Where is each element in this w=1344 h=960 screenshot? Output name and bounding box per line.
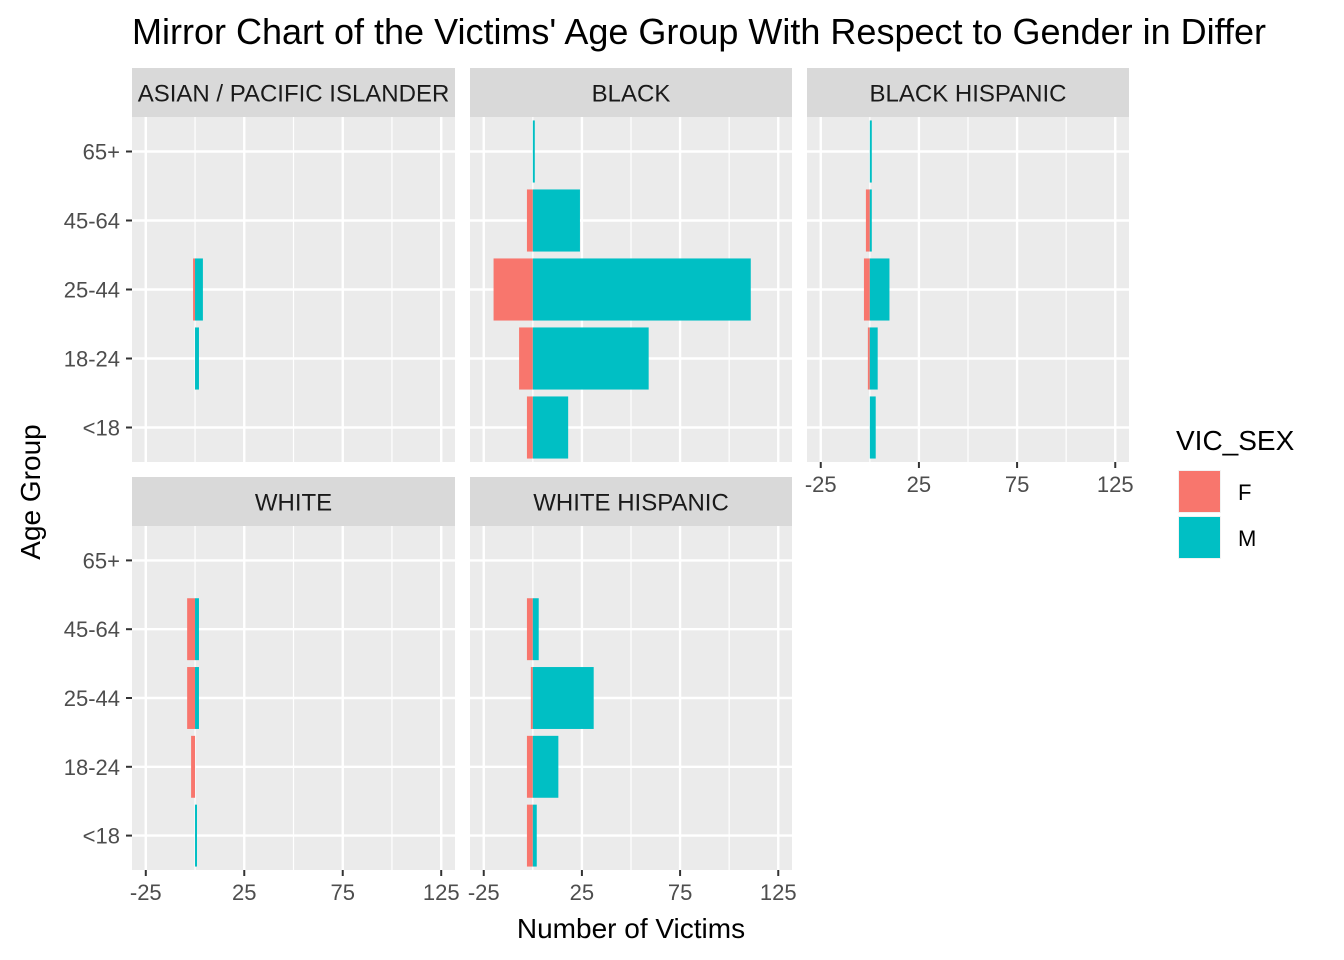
y-tick-label: 45-64 bbox=[64, 617, 120, 642]
bar-m bbox=[532, 396, 569, 459]
bar-m bbox=[195, 598, 199, 661]
x-tick-label: 75 bbox=[1005, 472, 1029, 497]
bar-f bbox=[863, 258, 870, 321]
bar-f bbox=[519, 327, 533, 390]
facet-panel: BLACK HISPANIC -25 25 75 125 bbox=[805, 68, 1134, 497]
bar-f bbox=[526, 189, 533, 252]
bar-f bbox=[526, 804, 533, 867]
legend-label: F bbox=[1238, 480, 1251, 505]
facet-panel: ASIAN / PACIFIC ISLANDER <18 18-24 25-44 45-… bbox=[64, 68, 455, 462]
bar-m bbox=[195, 804, 197, 867]
bar-m bbox=[195, 667, 199, 729]
x-tick-label: 75 bbox=[330, 880, 354, 905]
legend-label: M bbox=[1238, 526, 1256, 551]
x-tick-label: -25 bbox=[805, 472, 837, 497]
x-tick-label: -25 bbox=[468, 880, 500, 905]
bar-m bbox=[532, 735, 559, 798]
facet-panels: ASIAN / PACIFIC ISLANDER <18 18-24 25-44 45-… bbox=[64, 68, 1134, 905]
y-tick-label: 18-24 bbox=[64, 347, 120, 372]
bar-m bbox=[869, 258, 890, 321]
bar-m bbox=[869, 120, 872, 183]
y-tick-label: 65+ bbox=[83, 140, 120, 165]
chart-title: Mirror Chart of the Victims' Age Group W… bbox=[132, 11, 1266, 52]
bar-m bbox=[869, 189, 872, 252]
x-tick-label: 25 bbox=[570, 880, 594, 905]
bar-m bbox=[532, 258, 751, 321]
bar-m bbox=[532, 327, 649, 390]
x-tick-label: 25 bbox=[232, 880, 256, 905]
bar-m bbox=[869, 396, 876, 459]
bar-m bbox=[532, 667, 594, 729]
facet-strip-label: WHITE HISPANIC bbox=[533, 490, 729, 517]
y-tick-label: 25-44 bbox=[64, 686, 120, 711]
legend-title: VIC_SEX bbox=[1176, 425, 1295, 456]
facet-strip-label: BLACK bbox=[592, 81, 671, 108]
y-tick-label: <18 bbox=[83, 416, 120, 441]
y-tick-label: 45-64 bbox=[64, 209, 120, 234]
x-tick-label: 125 bbox=[1097, 472, 1134, 497]
bar-f bbox=[193, 258, 196, 321]
y-tick-label: <18 bbox=[83, 824, 120, 849]
bar-m bbox=[532, 598, 539, 661]
x-tick-label: 75 bbox=[668, 880, 692, 905]
x-axis-title: Number of Victims bbox=[517, 913, 745, 944]
facet-panel: WHITE <18 18-24 25-44 45-64 65+ -25 25 75 125 bbox=[64, 477, 460, 905]
legend-swatch-f bbox=[1179, 471, 1220, 512]
facet-panel: BLACK bbox=[470, 68, 792, 462]
bar-f bbox=[530, 667, 533, 729]
bar-m bbox=[195, 258, 203, 321]
bar-f bbox=[867, 327, 870, 390]
x-tick-label: -25 bbox=[130, 880, 162, 905]
bar-m bbox=[532, 120, 535, 183]
y-tick-label: 65+ bbox=[83, 548, 120, 573]
facet-strip bbox=[807, 68, 1129, 117]
facet-strip bbox=[470, 477, 792, 526]
facet-strip-label: BLACK HISPANIC bbox=[870, 81, 1067, 108]
facet-strip bbox=[132, 68, 455, 117]
legend-swatch-m bbox=[1179, 517, 1220, 558]
bar-m bbox=[532, 189, 580, 252]
bar-f bbox=[187, 598, 196, 661]
x-tick-label: 25 bbox=[907, 472, 931, 497]
x-tick-label: 125 bbox=[760, 880, 797, 905]
bar-m bbox=[869, 327, 878, 390]
y-tick-label: 25-44 bbox=[64, 278, 120, 303]
bar-f bbox=[526, 598, 533, 661]
legend: VIC_SEX FM bbox=[1176, 425, 1295, 559]
y-axis-title: Age Group bbox=[15, 424, 46, 559]
facet-strip bbox=[470, 68, 792, 117]
bar-f bbox=[526, 735, 533, 798]
bar-m bbox=[195, 327, 199, 390]
bar-f bbox=[526, 396, 533, 459]
facet-strip-label: ASIAN / PACIFIC ISLANDER bbox=[138, 81, 450, 108]
bar-f bbox=[865, 189, 870, 252]
bar-f bbox=[187, 667, 196, 729]
facet-strip-label: WHITE bbox=[255, 490, 332, 517]
bar-f bbox=[493, 258, 533, 321]
facet-panel: WHITE HISPANIC -25 25 75 125 bbox=[468, 477, 797, 905]
bar-m bbox=[532, 804, 537, 867]
x-tick-label: 125 bbox=[423, 880, 460, 905]
y-tick-label: 18-24 bbox=[64, 755, 120, 780]
facet-strip bbox=[132, 477, 455, 526]
bar-f bbox=[191, 735, 196, 798]
